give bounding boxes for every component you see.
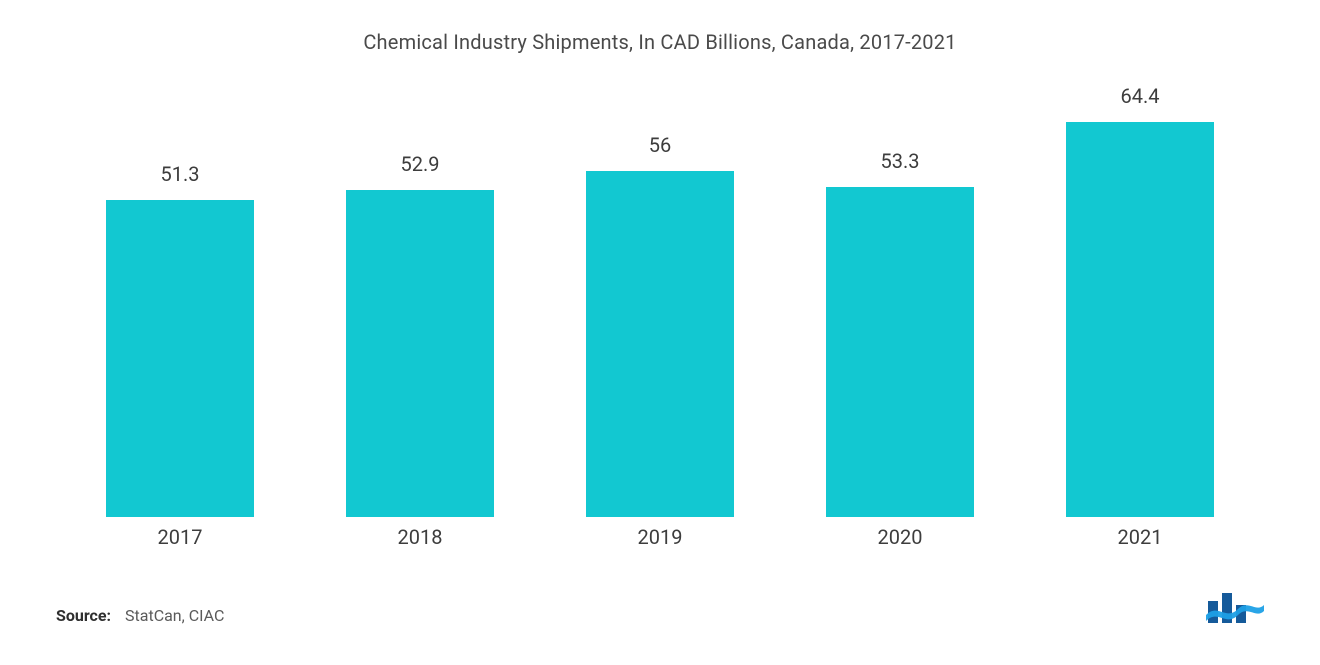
chart-footer: Source: StatCan, CIAC [50,591,1270,625]
source-label: Source: [56,606,111,625]
bar-slot: 52.9 [300,84,540,517]
bar-slot: 64.4 [1020,84,1260,517]
source-line: Source: StatCan, CIAC [56,606,224,625]
mordor-logo-icon [1206,591,1264,625]
bar-slot: 51.3 [60,84,300,517]
x-axis-label: 2018 [300,517,540,549]
bar-value-label: 52.9 [401,152,440,176]
chart-title: Chemical Industry Shipments, In CAD Bill… [50,30,1270,54]
brand-logo [1206,591,1264,625]
x-axis-label: 2019 [540,517,780,549]
x-axis-label: 2021 [1020,517,1260,549]
bar-slot: 56 [540,84,780,517]
source-text: StatCan, CIAC [125,606,224,625]
x-axis-label: 2017 [60,517,300,549]
bars-row: 51.3 52.9 56 53.3 64.4 [60,84,1260,517]
plot-area: 51.3 52.9 56 53.3 64.4 20172018201920202021 [60,84,1260,557]
bar-rect [106,200,255,517]
bar-rect [586,171,735,517]
x-axis-labels: 20172018201920202021 [60,517,1260,557]
bar-rect [1066,122,1215,517]
bar-value-label: 56 [649,133,671,157]
bar-slot: 53.3 [780,84,1020,517]
chart-container: Chemical Industry Shipments, In CAD Bill… [0,0,1320,665]
bar-value-label: 51.3 [161,162,200,186]
bar-value-label: 53.3 [881,149,920,173]
bar-rect [346,190,495,517]
bar-value-label: 64.4 [1121,84,1160,108]
x-axis-label: 2020 [780,517,1020,549]
bar-rect [826,187,975,517]
